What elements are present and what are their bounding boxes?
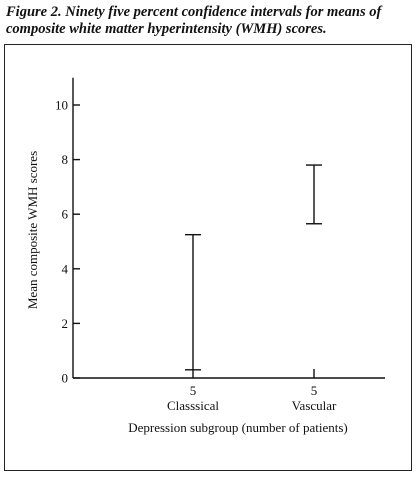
caption-line-1: Figure 2. Ninety five percent confidence… (6, 4, 382, 20)
y-tick-label-2: 2 (62, 316, 69, 331)
y-tick-label-4: 4 (62, 261, 69, 276)
y-tick-label-6: 6 (62, 207, 69, 222)
count-label-vascular: 5 (311, 383, 318, 398)
y-tick-label-0: 0 (62, 371, 69, 386)
y-axis-label: Mean composite WMH scores (25, 151, 40, 309)
count-label-classsical: 5 (190, 383, 197, 398)
figure-caption: Figure 2. Ninety five percent confidence… (6, 4, 414, 38)
x-axis-label: Depression subgroup (number of patients) (128, 420, 348, 435)
category-label-vascular: Vascular (292, 398, 337, 413)
y-tick-label-10: 10 (55, 98, 68, 113)
caption-line-2: composite white matter hyperintensity (W… (6, 21, 327, 37)
category-label-classsical: Classsical (167, 398, 219, 413)
y-tick-label-8: 8 (62, 152, 69, 167)
chart-frame (4, 44, 412, 471)
